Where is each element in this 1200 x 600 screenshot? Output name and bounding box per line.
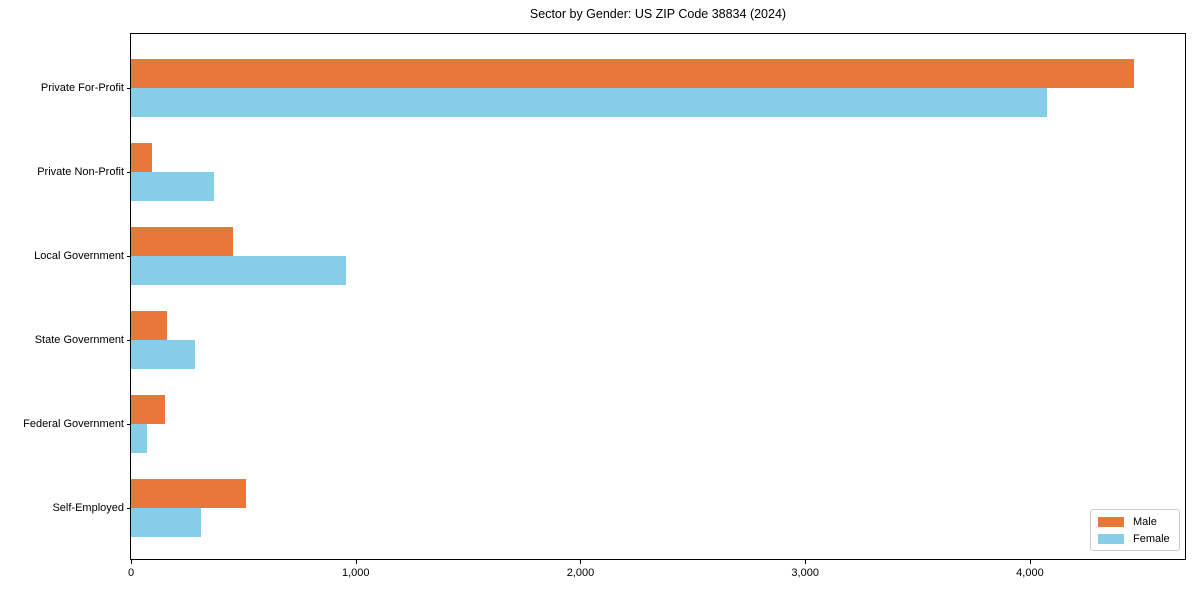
bar-female-federal-government [131,423,147,453]
y-tick-mark [127,255,131,257]
bar-female-private-non-profit [131,171,215,201]
bar-female-private-for-profit [131,87,1047,117]
y-tick-mark [127,507,131,509]
x-tick-mark [580,560,582,564]
xtick-label-1000: 1,000 [341,567,370,579]
bar-female-self-employed [131,507,201,537]
legend-label-male: Male [1133,515,1157,528]
bars-layer [131,34,1185,559]
plot-area [130,33,1186,560]
ytick-label-local-government: Local Government [34,249,124,262]
bar-female-state-government [131,339,196,369]
xtick-label-2000: 2,000 [566,567,595,579]
bar-male-self-employed [131,478,246,508]
xtick-label-0: 0 [127,567,135,579]
x-tick-mark [1029,560,1031,564]
legend-item-male: Male [1091,515,1179,529]
y-tick-mark [127,423,131,425]
legend-item-female: Female [1091,532,1179,546]
y-tick-mark [127,87,131,89]
x-tick-mark [355,560,357,564]
x-tick-mark [805,560,807,564]
ytick-label-private-non-profit: Private Non-Profit [37,165,124,178]
ytick-label-federal-government: Federal Government [23,417,124,430]
xtick-label-4000: 4,000 [1016,567,1044,579]
bar-male-federal-government [131,394,165,424]
ytick-label-self-employed: Self-Employed [52,501,124,514]
bar-female-local-government [131,255,346,285]
y-tick-mark [127,171,131,173]
ytick-label-state-government: State Government [34,333,124,346]
ytick-label-private-for-profit: Private For-Profit [40,81,124,94]
xtick-label-3000: 3,000 [791,567,819,579]
bar-male-local-government [131,226,234,256]
x-tick-mark [131,560,132,564]
chart-title: Sector by Gender: US ZIP Code 38834 (202… [529,7,787,21]
legend: Male Female [1090,509,1180,551]
male-series-swatch [1098,516,1124,527]
bar-male-state-government [131,310,167,340]
legend-label-female: Female [1133,532,1170,545]
bar-male-private-non-profit [131,142,153,172]
bar-male-private-for-profit [131,58,1135,88]
y-tick-mark [127,339,131,341]
female-series-swatch [1098,533,1124,544]
